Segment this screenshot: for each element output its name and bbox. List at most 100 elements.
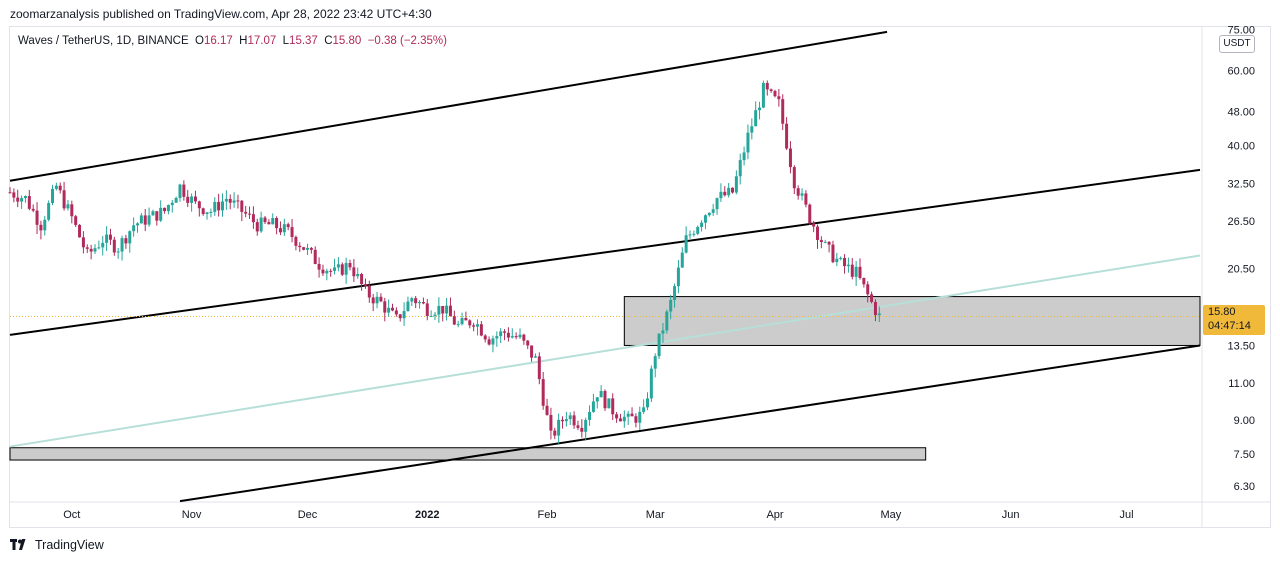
candle-body-189	[738, 160, 742, 177]
candle-78	[309, 246, 313, 254]
candle-body-61	[244, 211, 248, 214]
candle-body-10	[47, 203, 51, 220]
candle-38	[155, 211, 159, 226]
candle-body-81	[321, 269, 325, 274]
candle-body-82	[325, 270, 329, 274]
candle-body-132	[518, 334, 522, 338]
candle-body-204	[796, 188, 800, 196]
candle-51	[205, 212, 209, 220]
candle-124	[487, 336, 491, 346]
candle-body-190	[742, 152, 746, 161]
candle-body-194	[758, 107, 762, 111]
candle-body-151	[591, 401, 595, 412]
candle-179	[700, 220, 704, 232]
candle-132	[518, 328, 522, 340]
candle-134	[526, 340, 530, 350]
candle-body-44	[178, 184, 182, 198]
candle-body-0	[8, 192, 12, 194]
candle-body-83	[329, 270, 333, 272]
candle-body-177	[692, 233, 696, 235]
candle-180	[703, 214, 707, 230]
candle-187	[731, 187, 734, 194]
candle-47	[190, 193, 194, 212]
candle-141	[553, 427, 557, 440]
candle-body-192	[750, 126, 754, 133]
y-tick-label-12: 6.30	[1234, 481, 1255, 493]
candle-body-18	[78, 224, 82, 238]
candle-body-2	[16, 197, 20, 202]
candle-107	[421, 297, 425, 305]
candle-body-130	[510, 336, 514, 338]
candle-154	[603, 389, 607, 411]
high-label: H	[239, 35, 248, 47]
candle-body-53	[213, 201, 217, 212]
candle-97	[383, 297, 387, 322]
candle-body-94	[371, 297, 375, 304]
candle-188	[734, 170, 738, 195]
currency-button[interactable]: USDT	[1219, 35, 1255, 53]
candle-126	[495, 331, 499, 347]
candle-158	[618, 413, 622, 422]
candle-65	[259, 211, 263, 233]
candle-20	[85, 244, 89, 253]
candle-73	[290, 219, 294, 243]
candle-body-218	[850, 264, 854, 277]
candle-body-12	[54, 185, 58, 189]
candle-169	[661, 322, 665, 343]
candle-157	[615, 411, 619, 423]
candle-112	[441, 305, 445, 322]
support-zone-4	[623, 296, 1201, 346]
candle-body-120	[472, 325, 476, 327]
candle-body-186	[727, 187, 731, 196]
candle-body-170	[665, 311, 669, 331]
candle-body-183	[715, 198, 719, 210]
chart-frame[interactable]	[9, 26, 1271, 528]
candle-body-47	[190, 196, 194, 203]
candle-140	[549, 407, 553, 440]
candle-body-33	[136, 223, 139, 226]
candle-101	[398, 313, 402, 322]
y-tick-label-0: 75.00	[1227, 24, 1255, 36]
low-value: 15.37	[289, 35, 318, 47]
candle-148	[580, 419, 584, 438]
candle-body-64	[255, 222, 259, 232]
candle-92	[363, 278, 367, 289]
candle-22	[93, 244, 97, 254]
candle-189	[738, 153, 742, 185]
candle-207	[808, 203, 812, 226]
candle-214	[835, 252, 839, 267]
candle-155	[607, 398, 611, 409]
y-tick-label-2: 48.00	[1227, 107, 1255, 119]
candle-86	[340, 262, 344, 276]
candle-body-143	[561, 419, 564, 422]
candle-26	[108, 228, 112, 245]
candle-body-69	[275, 218, 279, 229]
candle-89	[352, 259, 356, 283]
candle-body-223	[870, 294, 874, 302]
candle-123	[483, 334, 487, 343]
candle-body-135	[530, 345, 534, 358]
candle-31	[128, 230, 132, 253]
candle-body-88	[348, 263, 352, 268]
candle-161	[630, 407, 634, 417]
candle-body-212	[827, 241, 831, 245]
y-tick-label-1: 60.00	[1227, 66, 1255, 78]
candle-165	[646, 392, 649, 411]
candle-16	[70, 200, 74, 224]
candle-body-58	[232, 200, 236, 203]
close-label: C	[324, 35, 333, 47]
candle-body-220	[858, 266, 862, 278]
candle-164	[642, 399, 646, 414]
candle-body-142	[557, 419, 561, 436]
x-tick-label-8: Jun	[1002, 509, 1020, 521]
candle-208	[812, 220, 816, 233]
candle-body-180	[703, 215, 707, 223]
high-value: 17.07	[247, 35, 277, 47]
candle-body-46	[186, 196, 190, 203]
candle-213	[831, 240, 835, 264]
candle-120	[472, 322, 476, 332]
candle-body-70	[278, 228, 282, 233]
candle-222	[866, 281, 870, 303]
tradingview-footer[interactable]: TradingView	[10, 538, 104, 552]
